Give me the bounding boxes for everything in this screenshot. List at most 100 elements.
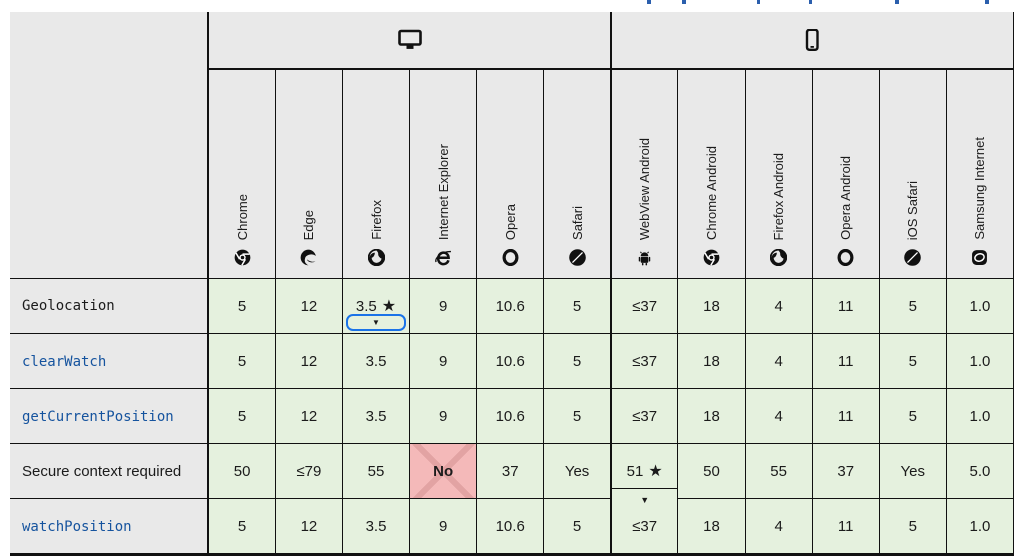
browser-header-row: Chrome Edge Firefox Internet Explorer Op… <box>10 68 1015 279</box>
support-cell: 3.5 <box>341 333 411 389</box>
chrome-android-icon <box>703 249 720 266</box>
support-cell: 3.5 <box>341 388 411 444</box>
note-expand-toggle[interactable]: ▼ <box>611 488 678 505</box>
support-cell: 9 <box>409 333 478 389</box>
webview-android-icon <box>636 249 653 266</box>
footnote-star-icon: ★ <box>648 463 663 480</box>
support-cell: 5 <box>878 278 947 334</box>
support-cell: ≤37 <box>609 388 679 444</box>
table-row-geolocation: Geolocation 5 12 3.5 ★ ▼ 9 10.6 5 ≤37 18… <box>10 278 1015 334</box>
row-label-watchposition: watchPosition <box>10 498 209 556</box>
support-cell: 18 <box>677 278 746 334</box>
support-cell: 55 <box>341 443 411 499</box>
ios-safari-icon <box>904 249 921 266</box>
note-expand-toggle-focused[interactable]: ▼ <box>345 314 407 331</box>
browser-name: Opera <box>502 203 518 240</box>
safari-icon <box>569 249 586 266</box>
support-cell: 5.0 <box>945 443 1015 499</box>
support-cell: 9 <box>409 498 478 556</box>
firefox-icon <box>368 249 385 266</box>
browser-name: Safari <box>569 206 585 240</box>
col-header-opera-android: Opera Android <box>811 68 880 279</box>
browser-name: Samsung Internet <box>972 137 988 240</box>
support-cell: 5 <box>543 498 612 556</box>
watchposition-link[interactable]: watchPosition <box>22 518 132 535</box>
support-cell: ≤79 <box>274 443 343 499</box>
browser-name: Chrome Android <box>704 146 720 240</box>
support-cell: 5 <box>878 498 947 556</box>
support-cell: 4 <box>744 333 813 389</box>
col-header-chrome: Chrome <box>207 68 276 279</box>
support-cell: 55 <box>744 443 813 499</box>
support-cell-with-note[interactable]: 51 ★ ▼ <box>609 443 679 505</box>
support-cell: 5 <box>207 333 276 389</box>
table-row-getcurrentposition: getCurrentPosition 5 12 3.5 9 10.6 5 ≤37… <box>10 388 1015 444</box>
support-cell: 11 <box>811 333 880 389</box>
table-row-secure-context-required: Secure context required 50 ≤79 55 No 37 … <box>10 443 1015 505</box>
browser-name: Opera Android <box>838 156 854 240</box>
clipped-text-fragment <box>809 0 812 4</box>
support-cell: 1.0 <box>945 278 1015 334</box>
support-cell: 50 <box>207 443 276 499</box>
browser-name: Chrome <box>234 193 250 240</box>
desktop-group-header <box>207 12 612 70</box>
footnote-star-icon: ★ <box>381 298 397 315</box>
clipped-text-fragment <box>757 0 760 4</box>
browser-name: Edge <box>301 209 317 240</box>
support-cell: 5 <box>207 388 276 444</box>
opera-icon <box>502 249 519 266</box>
support-cell: ≤37 <box>609 333 679 389</box>
table-row-clearwatch: clearWatch 5 12 3.5 9 10.6 5 ≤37 18 4 11… <box>10 333 1015 389</box>
support-version: 3.5 <box>355 297 377 315</box>
col-header-firefox-android: Firefox Android <box>744 68 813 279</box>
support-cell: ≤37 <box>609 498 679 556</box>
support-cell: 5 <box>207 498 276 556</box>
row-label-clearwatch: clearWatch <box>10 333 209 389</box>
col-header-ios-safari: iOS Safari <box>878 68 947 279</box>
support-cell: 10.6 <box>476 278 545 334</box>
desktop-icon <box>398 29 422 51</box>
support-cell: 11 <box>811 388 880 444</box>
row-label-geolocation: Geolocation <box>10 278 209 334</box>
internet-explorer-icon <box>435 249 452 266</box>
support-cell: 50 <box>677 443 746 499</box>
support-cell: 1.0 <box>945 388 1015 444</box>
col-header-webview-android: WebView Android <box>609 68 679 279</box>
corner-cell <box>10 12 209 279</box>
support-cell-unsupported: No <box>409 443 478 499</box>
support-cell: 1.0 <box>945 333 1015 389</box>
platform-group-row <box>10 12 1014 279</box>
table-row-watchposition: watchPosition 5 12 3.5 9 10.6 5 ≤37 18 4… <box>10 498 1015 556</box>
browser-compat-table: Chrome Edge Firefox Internet Explorer Op… <box>10 12 1015 556</box>
support-cell: 18 <box>677 333 746 389</box>
clipped-text-fragment <box>647 0 651 4</box>
samsung-internet-icon <box>971 249 988 266</box>
support-cell-with-note[interactable]: 3.5 ★ ▼ <box>341 278 411 334</box>
getcurrentposition-link[interactable]: getCurrentPosition <box>22 408 174 425</box>
browser-name: WebView Android <box>637 137 653 240</box>
support-cell: 1.0 <box>945 498 1015 556</box>
support-cell: 9 <box>409 278 478 334</box>
support-cell: 18 <box>677 498 746 556</box>
mobile-icon <box>800 29 824 51</box>
col-header-edge: Edge <box>274 68 343 279</box>
support-cell: 37 <box>811 443 880 499</box>
chrome-icon <box>234 249 251 266</box>
row-label-secure-context-required: Secure context required <box>10 443 209 499</box>
col-header-safari: Safari <box>543 68 612 279</box>
support-cell: 5 <box>543 388 612 444</box>
support-cell: 9 <box>409 388 478 444</box>
support-cell: 11 <box>811 278 880 334</box>
row-label-getcurrentposition: getCurrentPosition <box>10 388 209 444</box>
chevron-down-icon: ▼ <box>372 317 380 327</box>
support-cell: 4 <box>744 498 813 556</box>
clipped-text-fragment <box>895 0 899 4</box>
clearwatch-link[interactable]: clearWatch <box>22 353 107 370</box>
browser-name: Internet Explorer <box>435 143 451 240</box>
opera-android-icon <box>837 249 854 266</box>
support-cell: 10.6 <box>476 333 545 389</box>
browser-name: Firefox <box>368 200 384 240</box>
clipped-text-fragment <box>682 0 686 4</box>
support-cell: 3.5 <box>341 498 411 556</box>
support-cell: 5 <box>543 333 612 389</box>
